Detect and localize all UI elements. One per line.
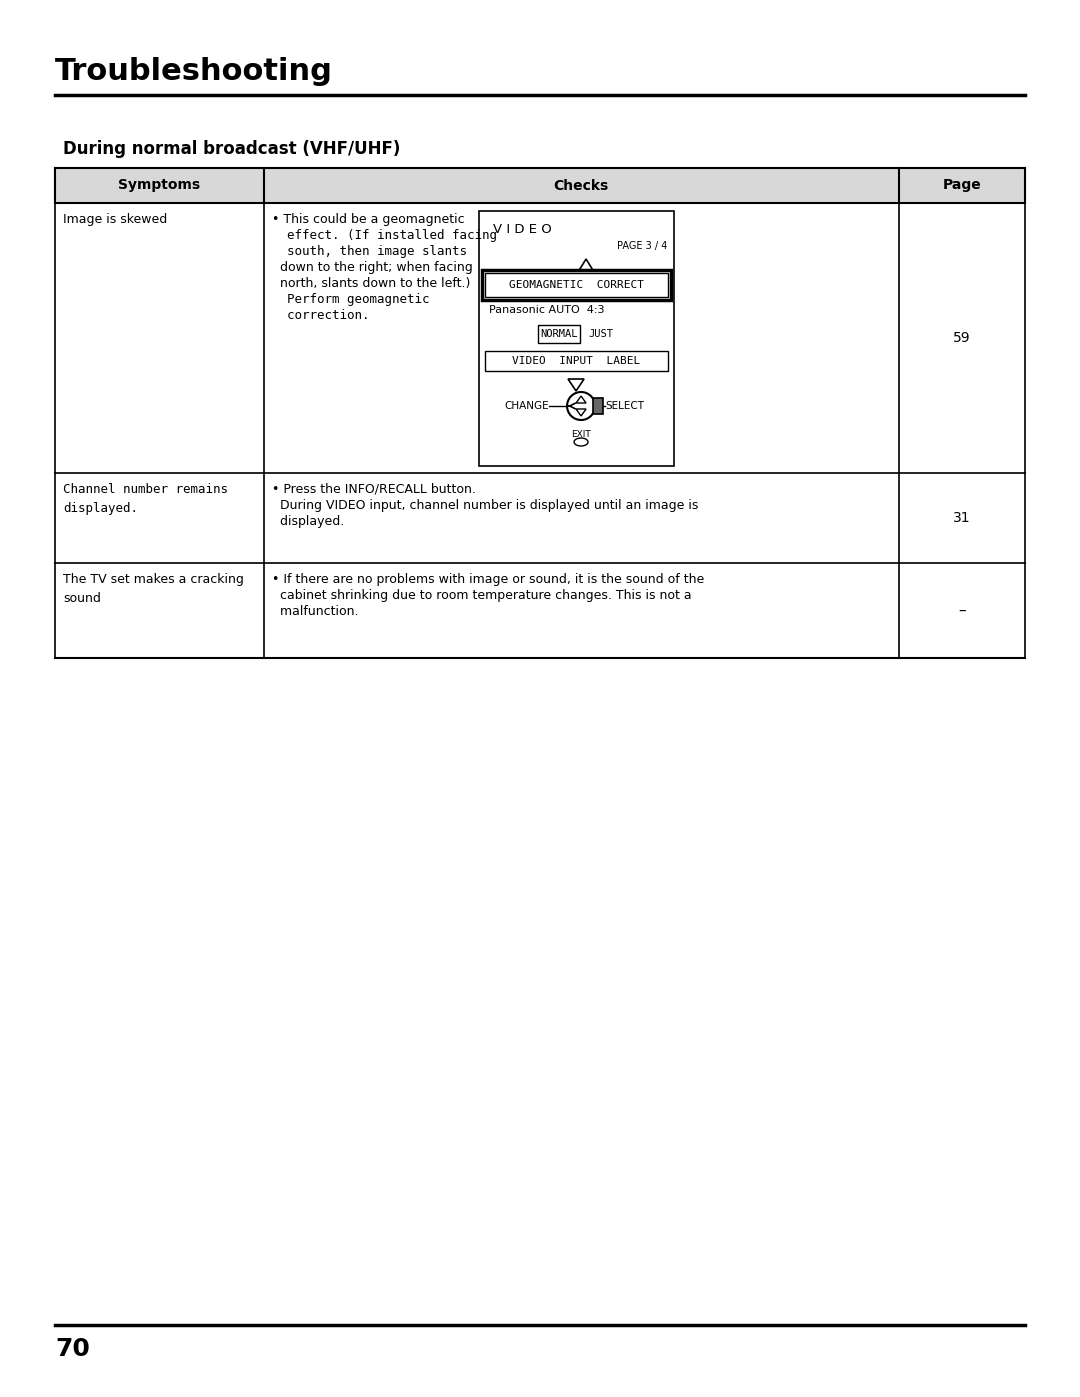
Text: PAGE 3 / 4: PAGE 3 / 4 xyxy=(617,242,667,251)
Text: 31: 31 xyxy=(954,511,971,525)
Text: SELECT: SELECT xyxy=(605,401,644,411)
Text: CHANGE: CHANGE xyxy=(504,401,549,411)
Text: 59: 59 xyxy=(954,331,971,345)
Text: Troubleshooting: Troubleshooting xyxy=(55,57,333,87)
Text: effect. (If installed facing: effect. (If installed facing xyxy=(271,229,497,242)
Bar xyxy=(55,168,1025,203)
Bar xyxy=(485,351,667,372)
Text: EXIT: EXIT xyxy=(571,430,591,439)
Bar xyxy=(478,211,674,467)
Text: GEOMAGNETIC  CORRECT: GEOMAGNETIC CORRECT xyxy=(509,279,644,291)
Bar xyxy=(593,398,603,414)
Text: 70: 70 xyxy=(55,1337,90,1361)
Text: north, slants down to the left.): north, slants down to the left.) xyxy=(271,277,470,291)
Text: • This could be a geomagnetic: • This could be a geomagnetic xyxy=(271,212,464,226)
Text: Symptoms: Symptoms xyxy=(118,179,200,193)
Text: The TV set makes a cracking
sound: The TV set makes a cracking sound xyxy=(63,573,244,605)
Text: During VIDEO input, channel number is displayed until an image is: During VIDEO input, channel number is di… xyxy=(271,499,698,511)
Text: –: – xyxy=(958,604,966,617)
Text: During normal broadcast (VHF/UHF): During normal broadcast (VHF/UHF) xyxy=(63,140,401,158)
Text: malfunction.: malfunction. xyxy=(271,605,359,617)
Text: Perform geomagnetic: Perform geomagnetic xyxy=(271,293,429,306)
Text: • Press the INFO/RECALL button.: • Press the INFO/RECALL button. xyxy=(271,483,475,496)
Text: Channel number remains
displayed.: Channel number remains displayed. xyxy=(63,483,228,515)
Text: Image is skewed: Image is skewed xyxy=(63,212,167,226)
Text: correction.: correction. xyxy=(271,309,369,321)
Text: down to the right; when facing: down to the right; when facing xyxy=(271,261,472,274)
Text: • If there are no problems with image or sound, it is the sound of the: • If there are no problems with image or… xyxy=(271,573,704,585)
Text: displayed.: displayed. xyxy=(271,515,343,528)
Ellipse shape xyxy=(575,439,588,446)
Text: NORMAL: NORMAL xyxy=(540,330,578,339)
Text: VIDEO  INPUT  LABEL: VIDEO INPUT LABEL xyxy=(512,356,640,366)
Bar xyxy=(485,272,667,298)
Text: south, then image slants: south, then image slants xyxy=(271,244,467,258)
Text: cabinet shrinking due to room temperature changes. This is not a: cabinet shrinking due to room temperatur… xyxy=(271,590,691,602)
Text: V I D E O: V I D E O xyxy=(492,224,551,236)
Bar xyxy=(482,270,671,300)
Bar xyxy=(538,326,580,344)
Text: Page: Page xyxy=(943,179,982,193)
Text: Panasonic AUTO  4:3: Panasonic AUTO 4:3 xyxy=(488,305,604,314)
Text: Checks: Checks xyxy=(554,179,609,193)
Text: JUST: JUST xyxy=(588,330,613,339)
